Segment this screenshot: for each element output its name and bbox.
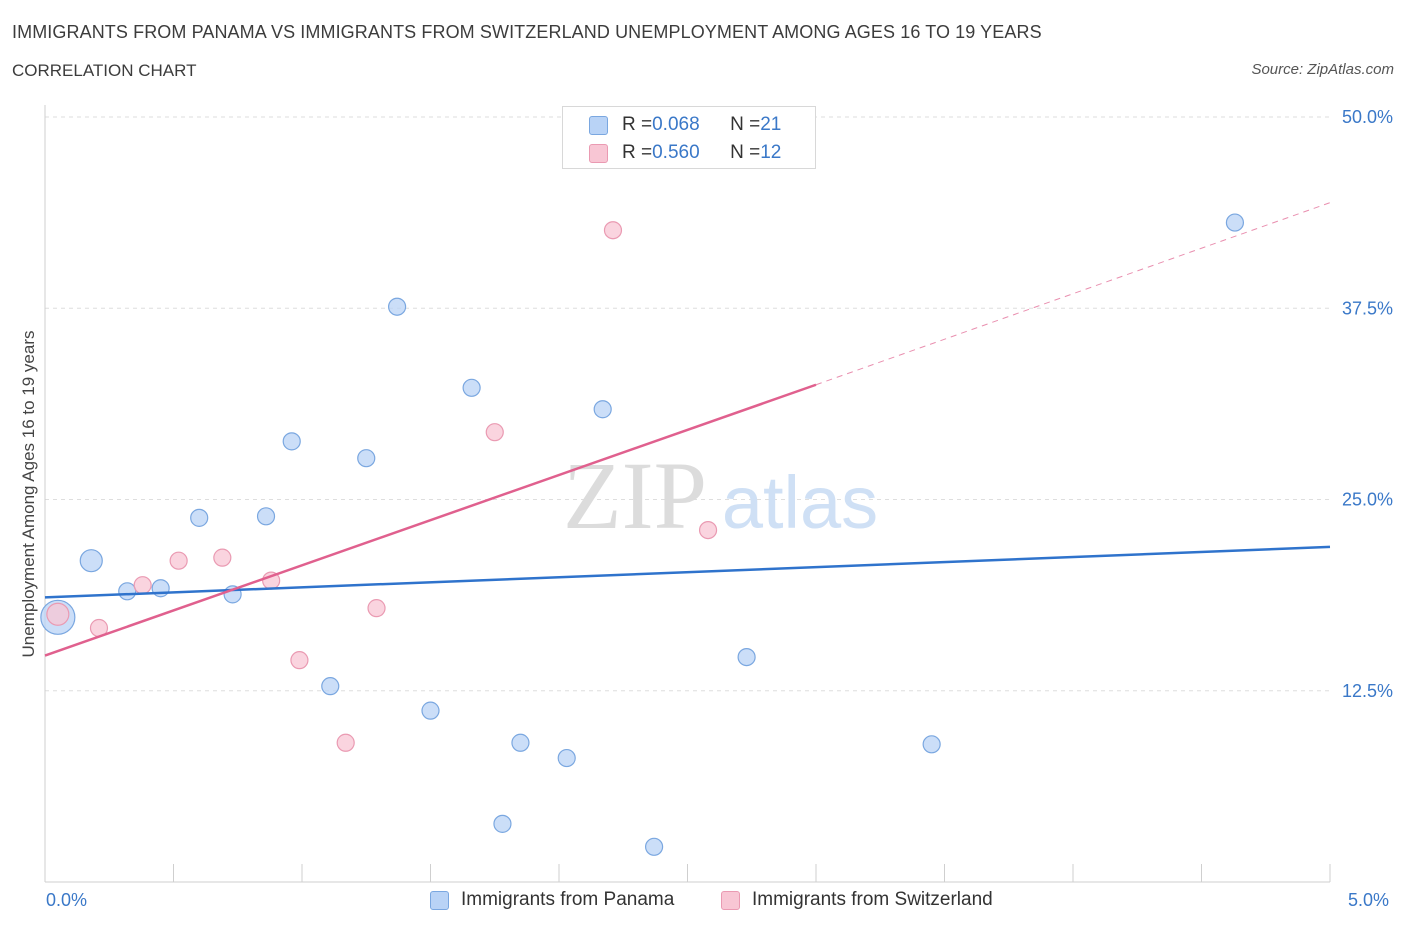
switzerland-swatch — [589, 143, 608, 163]
switzerland-point — [698, 520, 718, 540]
n-value: 21 — [760, 114, 782, 135]
switzerland-point — [485, 423, 504, 442]
r-value: 0.068 — [652, 114, 700, 135]
series-legend-switzerland: Immigrants from Switzerland — [721, 889, 993, 911]
series-legend-panama: Immigrants from Panama — [430, 889, 674, 911]
switzerland-legend-label: Immigrants from Switzerland — [752, 889, 993, 910]
switzerland-point — [213, 548, 232, 567]
y-axis-label: Unemployment Among Ages 16 to 19 years — [19, 331, 38, 658]
r-label: R = — [622, 142, 653, 163]
panama-point — [593, 400, 612, 419]
source-note: Source: ZipAtlas.com — [1251, 61, 1394, 78]
panama-point — [256, 507, 276, 526]
switzerland-point — [367, 599, 386, 618]
n-label: N = — [730, 142, 761, 163]
panama-legend-swatch — [430, 890, 449, 910]
chart-subtitle: CORRELATION CHART — [12, 61, 197, 80]
switzerland-point — [133, 576, 152, 595]
x-tick-label-min: 0.0% — [46, 890, 88, 910]
n-value: 12 — [760, 142, 782, 163]
panama-point — [118, 582, 137, 601]
switzerland-trend-extension — [815, 202, 1331, 386]
panama-point — [493, 814, 512, 833]
panama-point — [737, 647, 756, 667]
panama-point — [644, 837, 664, 856]
switzerland-point — [169, 551, 188, 570]
grid-lines — [45, 116, 1330, 692]
panama-point — [557, 748, 576, 768]
r-label: R = — [622, 114, 653, 135]
watermark-zip: ZIP — [563, 442, 707, 549]
panama-point — [922, 735, 941, 754]
panama-point — [387, 297, 407, 316]
y-tick-label: 37.5% — [1342, 298, 1393, 318]
trend-lines — [44, 202, 1331, 657]
chart-title: IMMIGRANTS FROM PANAMA VS IMMIGRANTS FRO… — [12, 22, 1042, 42]
panama-point — [462, 378, 481, 397]
panama-point — [282, 432, 301, 451]
y-tick-label: 50.0% — [1342, 107, 1393, 127]
panama-point — [511, 733, 530, 752]
r-value: 0.560 — [652, 142, 700, 163]
y-tick-label: 12.5% — [1342, 681, 1393, 701]
panama-point — [421, 701, 440, 720]
n-label: N = — [730, 114, 761, 135]
switzerland-point — [46, 602, 70, 626]
data-points — [40, 213, 1245, 856]
switzerland-point — [603, 221, 623, 240]
x-tick-label-max: 5.0% — [1348, 890, 1390, 910]
y-tick-label: 25.0% — [1342, 490, 1393, 510]
switzerland-legend-swatch — [721, 890, 740, 910]
panama-point — [321, 677, 340, 696]
panama-point — [190, 508, 209, 527]
watermark-atlas: atlas — [722, 461, 878, 544]
switzerland-point — [336, 733, 355, 752]
legend-row-switzerland: R = 0.560 N = 12 — [589, 141, 781, 165]
panama-legend-label: Immigrants from Panama — [461, 889, 675, 910]
panama-swatch — [589, 115, 608, 135]
panama-point — [357, 449, 376, 468]
y-tick-labels: 12.5% 25.0% 37.5% 50.0% — [1342, 107, 1393, 701]
panama-point — [1225, 213, 1245, 232]
panama-point — [79, 549, 103, 573]
panama-trend-line — [44, 545, 1331, 599]
switzerland-point — [290, 651, 309, 670]
correlation-legend: R = 0.068 N = 21 R = 0.560 N = 12 — [562, 106, 816, 169]
legend-row-panama: R = 0.068 N = 21 — [589, 113, 781, 137]
switzerland-trend-line — [44, 383, 817, 657]
axes — [44, 105, 1331, 883]
watermark: ZIP atlas — [563, 442, 878, 549]
